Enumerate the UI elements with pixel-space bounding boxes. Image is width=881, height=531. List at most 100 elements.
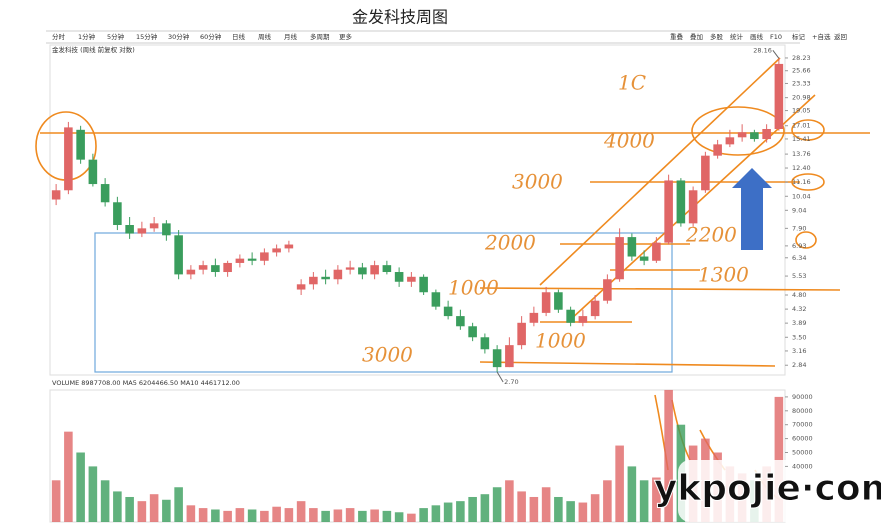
candle-body — [566, 309, 575, 323]
y-tick-label: 3.89 — [792, 319, 806, 327]
candle-body — [345, 267, 355, 270]
y-tick-label: 28.23 — [792, 54, 811, 62]
y-tick-label: 25.66 — [792, 67, 811, 75]
y-tick-label: 20.98 — [792, 94, 811, 102]
candle-body — [603, 279, 612, 301]
volume-bar — [370, 509, 379, 522]
volume-bar — [321, 510, 330, 522]
candle-body — [590, 300, 600, 317]
toolbar-item[interactable]: 日线 — [232, 32, 246, 41]
candle-body — [492, 349, 502, 368]
volume-bar — [639, 480, 649, 522]
candle-body — [186, 269, 196, 275]
toolbar-item[interactable]: 更多 — [339, 32, 353, 41]
volume-bar — [64, 431, 73, 522]
candle-body — [260, 252, 269, 261]
volume-bar — [517, 491, 526, 522]
hand-annotation: 3000 — [362, 343, 413, 367]
y-tick-label: 13.76 — [792, 150, 811, 158]
price-mark-line — [496, 371, 504, 383]
hand-line — [479, 361, 776, 367]
y-tick-label: 4.32 — [792, 305, 806, 313]
volume-bar — [333, 509, 343, 522]
volume-bar — [186, 505, 196, 522]
candle-body — [627, 237, 637, 257]
y-tick-label: 17.01 — [792, 122, 811, 130]
candle-body — [333, 269, 343, 280]
candle-body — [713, 144, 722, 156]
hand-annotation: 1000 — [535, 329, 586, 353]
candle-body — [541, 292, 551, 313]
toolbar-item[interactable]: 周线 — [258, 32, 272, 41]
volume-bar — [615, 445, 624, 522]
candle-body — [431, 292, 441, 307]
price-mark-line — [772, 49, 780, 59]
volume-bar — [394, 512, 404, 522]
toolbar-item[interactable]: 返回 — [834, 33, 847, 41]
y-tick-label: 6.34 — [792, 254, 806, 262]
candle-body — [419, 276, 428, 293]
volume-bar — [652, 477, 661, 522]
y-tick-label: 80000 — [792, 407, 813, 415]
price-mark-label: 2.70 — [504, 378, 518, 386]
candle-body — [235, 258, 245, 263]
toolbar-item[interactable]: 多周期 — [310, 32, 330, 41]
up-arrow — [732, 168, 772, 250]
volume-bar — [443, 502, 453, 522]
hand-circle — [691, 106, 785, 156]
toolbar-item[interactable]: +自选 — [812, 32, 831, 41]
volume-bar — [296, 501, 306, 522]
toolbar-item[interactable]: 60分钟 — [200, 32, 222, 41]
candle-body — [358, 267, 367, 275]
toolbar-item[interactable]: 分时 — [52, 32, 66, 41]
y-tick-label: 9.04 — [792, 206, 806, 214]
toolbar-item[interactable]: 月线 — [284, 32, 298, 41]
candle-body — [296, 284, 306, 290]
watermark: ykpojie·com — [654, 468, 881, 509]
volume-bar — [235, 508, 245, 522]
candle-body — [51, 190, 61, 200]
volume-bar — [309, 508, 318, 522]
y-tick-label: 15.41 — [792, 135, 811, 143]
hand-annotation: 1C — [618, 71, 646, 95]
candle-body — [247, 258, 257, 261]
toolbar-item[interactable]: 30分钟 — [168, 32, 190, 41]
volume-bar — [51, 480, 61, 522]
toolbar-item[interactable]: 重叠 — [670, 33, 684, 41]
volume-bar — [505, 480, 514, 522]
candle-body — [505, 345, 514, 368]
volume-bar — [407, 513, 416, 522]
toolbar-item[interactable]: 标记 — [792, 32, 806, 41]
volume-bar — [247, 509, 257, 522]
volume-bar — [76, 452, 85, 522]
candle-body — [456, 316, 465, 327]
toolbar-item[interactable]: 画线 — [750, 32, 764, 41]
candle-body — [162, 223, 171, 236]
toolbar-item[interactable]: 5分钟 — [107, 32, 125, 41]
candle-body — [664, 180, 673, 243]
y-tick-label: 19.05 — [792, 107, 811, 115]
y-tick-label: 23.33 — [792, 79, 811, 87]
y-tick-label: 70000 — [792, 421, 813, 429]
volume-bar — [88, 466, 98, 522]
toolbar-item[interactable]: 统计 — [730, 32, 744, 41]
chart-title: 金发科技周图 — [352, 8, 448, 27]
candle-body — [639, 256, 649, 261]
toolbar-item[interactable]: 多股 — [710, 32, 724, 41]
toolbar-item[interactable]: 15分钟 — [136, 32, 158, 41]
volume-bar — [774, 396, 784, 522]
y-tick-label: 60000 — [792, 435, 813, 443]
stock-name: 金发科技 (周线 前复权 对数) — [52, 45, 135, 54]
candle-body — [443, 306, 453, 317]
toolbar-item[interactable]: 1分钟 — [78, 32, 96, 41]
arrow-shaft — [741, 186, 763, 250]
volume-frame — [49, 389, 786, 523]
y-tick-label: 5.53 — [792, 272, 806, 280]
volume-bar — [529, 496, 539, 522]
toolbar-item[interactable]: F10 — [770, 33, 782, 41]
candle-body — [529, 312, 539, 323]
hand-annotation: 3000 — [512, 170, 563, 194]
y-tick-label: 90000 — [792, 393, 813, 401]
toolbar-item[interactable]: 叠加 — [690, 32, 703, 41]
